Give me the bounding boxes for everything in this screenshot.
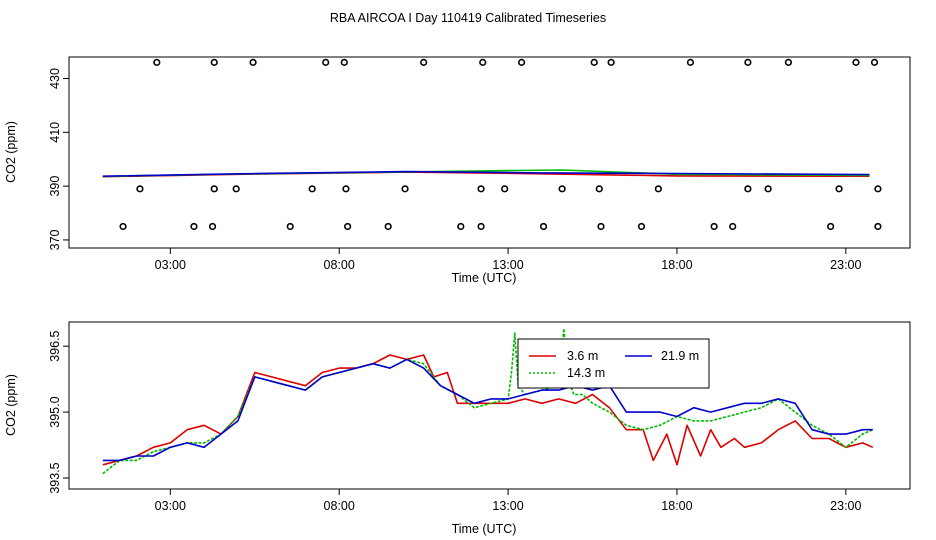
marker-circles-mid: [835, 185, 843, 193]
bottom-series-21-9-mline: [102, 358, 873, 462]
marker-circles-high: [590, 58, 598, 66]
marker-circles-low: [729, 222, 737, 231]
marker-circles-high: [249, 58, 257, 66]
top-y-tick-label: 370: [48, 229, 62, 250]
bottom-x-tick-label: 13:00: [492, 499, 523, 513]
bottom-y-tick-label: 396.5: [48, 330, 62, 361]
marker-circles-low: [384, 222, 392, 231]
legend-box: [517, 338, 710, 389]
marker-circles-high: [340, 58, 348, 66]
bottom-plot-frame: [68, 321, 911, 490]
legend-label-14-3m: 14.3 m: [567, 366, 605, 380]
chart-title: RBA AIRCOA I Day 110419 Calibrated Times…: [330, 11, 606, 25]
marker-circles-low: [119, 222, 127, 231]
top-x-tick-label: 03:00: [155, 258, 186, 272]
top-y-tick-label: 430: [48, 68, 62, 89]
marker-circles-mid: [558, 185, 566, 193]
marker-circles-mid: [232, 185, 240, 193]
marker-circles-mid: [342, 185, 350, 193]
top-y-label: CO2 (ppm): [4, 121, 18, 183]
marker-circles-low: [539, 222, 548, 231]
marker-circles-high: [784, 58, 793, 66]
marker-circles-mid: [874, 185, 882, 193]
marker-circles-mid: [477, 185, 485, 193]
marker-circles-high: [153, 58, 161, 66]
marker-circles-high: [479, 58, 487, 66]
top-x-tick-label: 13:00: [492, 258, 523, 272]
marker-circles-low: [874, 222, 882, 231]
marker-circles-low: [477, 222, 485, 231]
bottom-panel: 03:00 08:00 13:00 18:00 23:00 393.5 395.0 396.5…: [4, 321, 911, 536]
marker-circles-high: [420, 58, 428, 66]
top-panel: 03:00 08:00 13:00 18:00 23:00 370 390 410 430 Ti…: [4, 56, 911, 285]
bottom-x-label: Time (UTC): [452, 522, 517, 536]
bottom-series-3-6-mline: [102, 354, 874, 466]
marker-circles-mid: [764, 185, 772, 193]
legend: 3.6 m 21.9 m 14.3 m: [517, 338, 710, 389]
top-x-label: Time (UTC): [452, 271, 517, 285]
marker-circles-mid: [595, 185, 603, 193]
marker-circles-mid: [744, 185, 752, 193]
marker-circles-mid: [401, 185, 409, 193]
top-markers: [119, 58, 882, 231]
marker-circles-high: [686, 58, 695, 66]
marker-circles-low: [710, 222, 718, 231]
marker-circles-mid: [308, 185, 316, 193]
marker-circles-low: [344, 222, 352, 231]
bottom-x-tick-label: 03:00: [155, 499, 186, 513]
bottom-y-tick-label: 395.0: [48, 396, 62, 427]
bottom-x-tick-label: 08:00: [324, 499, 355, 513]
bottom-x-tick-label: 18:00: [661, 499, 692, 513]
top-x-tick-label: 18:00: [661, 258, 692, 272]
marker-circles-mid: [501, 185, 509, 193]
marker-circles-high: [852, 58, 860, 66]
marker-circles-low: [457, 222, 465, 231]
marker-circles-high: [517, 58, 526, 66]
marker-circles-low: [190, 222, 198, 231]
marker-circles-low: [597, 222, 605, 231]
top-series: [102, 169, 870, 178]
bottom-axes: 03:00 08:00 13:00 18:00 23:00 393.5 395.0 396.5: [48, 330, 862, 513]
marker-circles-high: [210, 58, 218, 66]
bottom-y-tick-label: 393.5: [48, 462, 62, 493]
marker-circles-high: [870, 58, 879, 66]
top-axes: 03:00 08:00 13:00 18:00 23:00 370 390 410 430: [48, 68, 862, 272]
marker-circles-low: [637, 222, 646, 231]
bottom-x-tick-label: 23:00: [830, 499, 861, 513]
bottom-series: [102, 327, 874, 475]
top-series-21-9-mline: [102, 170, 870, 177]
marker-circles-low: [286, 222, 294, 231]
top-x-tick-label: 08:00: [324, 258, 355, 272]
marker-circles-mid: [654, 185, 662, 193]
legend-label-21-9m: 21.9 m: [661, 349, 699, 363]
marker-circles-mid: [136, 185, 144, 193]
marker-circles-high: [607, 58, 615, 66]
legend-label-3-6m: 3.6 m: [567, 349, 598, 363]
marker-circles-mid: [210, 185, 218, 193]
bottom-y-label: CO2 (ppm): [4, 374, 18, 436]
top-y-tick-label: 390: [48, 176, 62, 197]
marker-circles-high: [322, 58, 330, 66]
top-y-tick-label: 410: [48, 122, 62, 143]
bottom-series-14-3-mline: [102, 327, 874, 475]
top-plot-frame: [68, 56, 911, 249]
marker-circles-high: [744, 58, 752, 66]
top-x-tick-label: 23:00: [830, 258, 861, 272]
marker-circles-low: [827, 222, 835, 231]
marker-circles-low: [208, 222, 217, 231]
